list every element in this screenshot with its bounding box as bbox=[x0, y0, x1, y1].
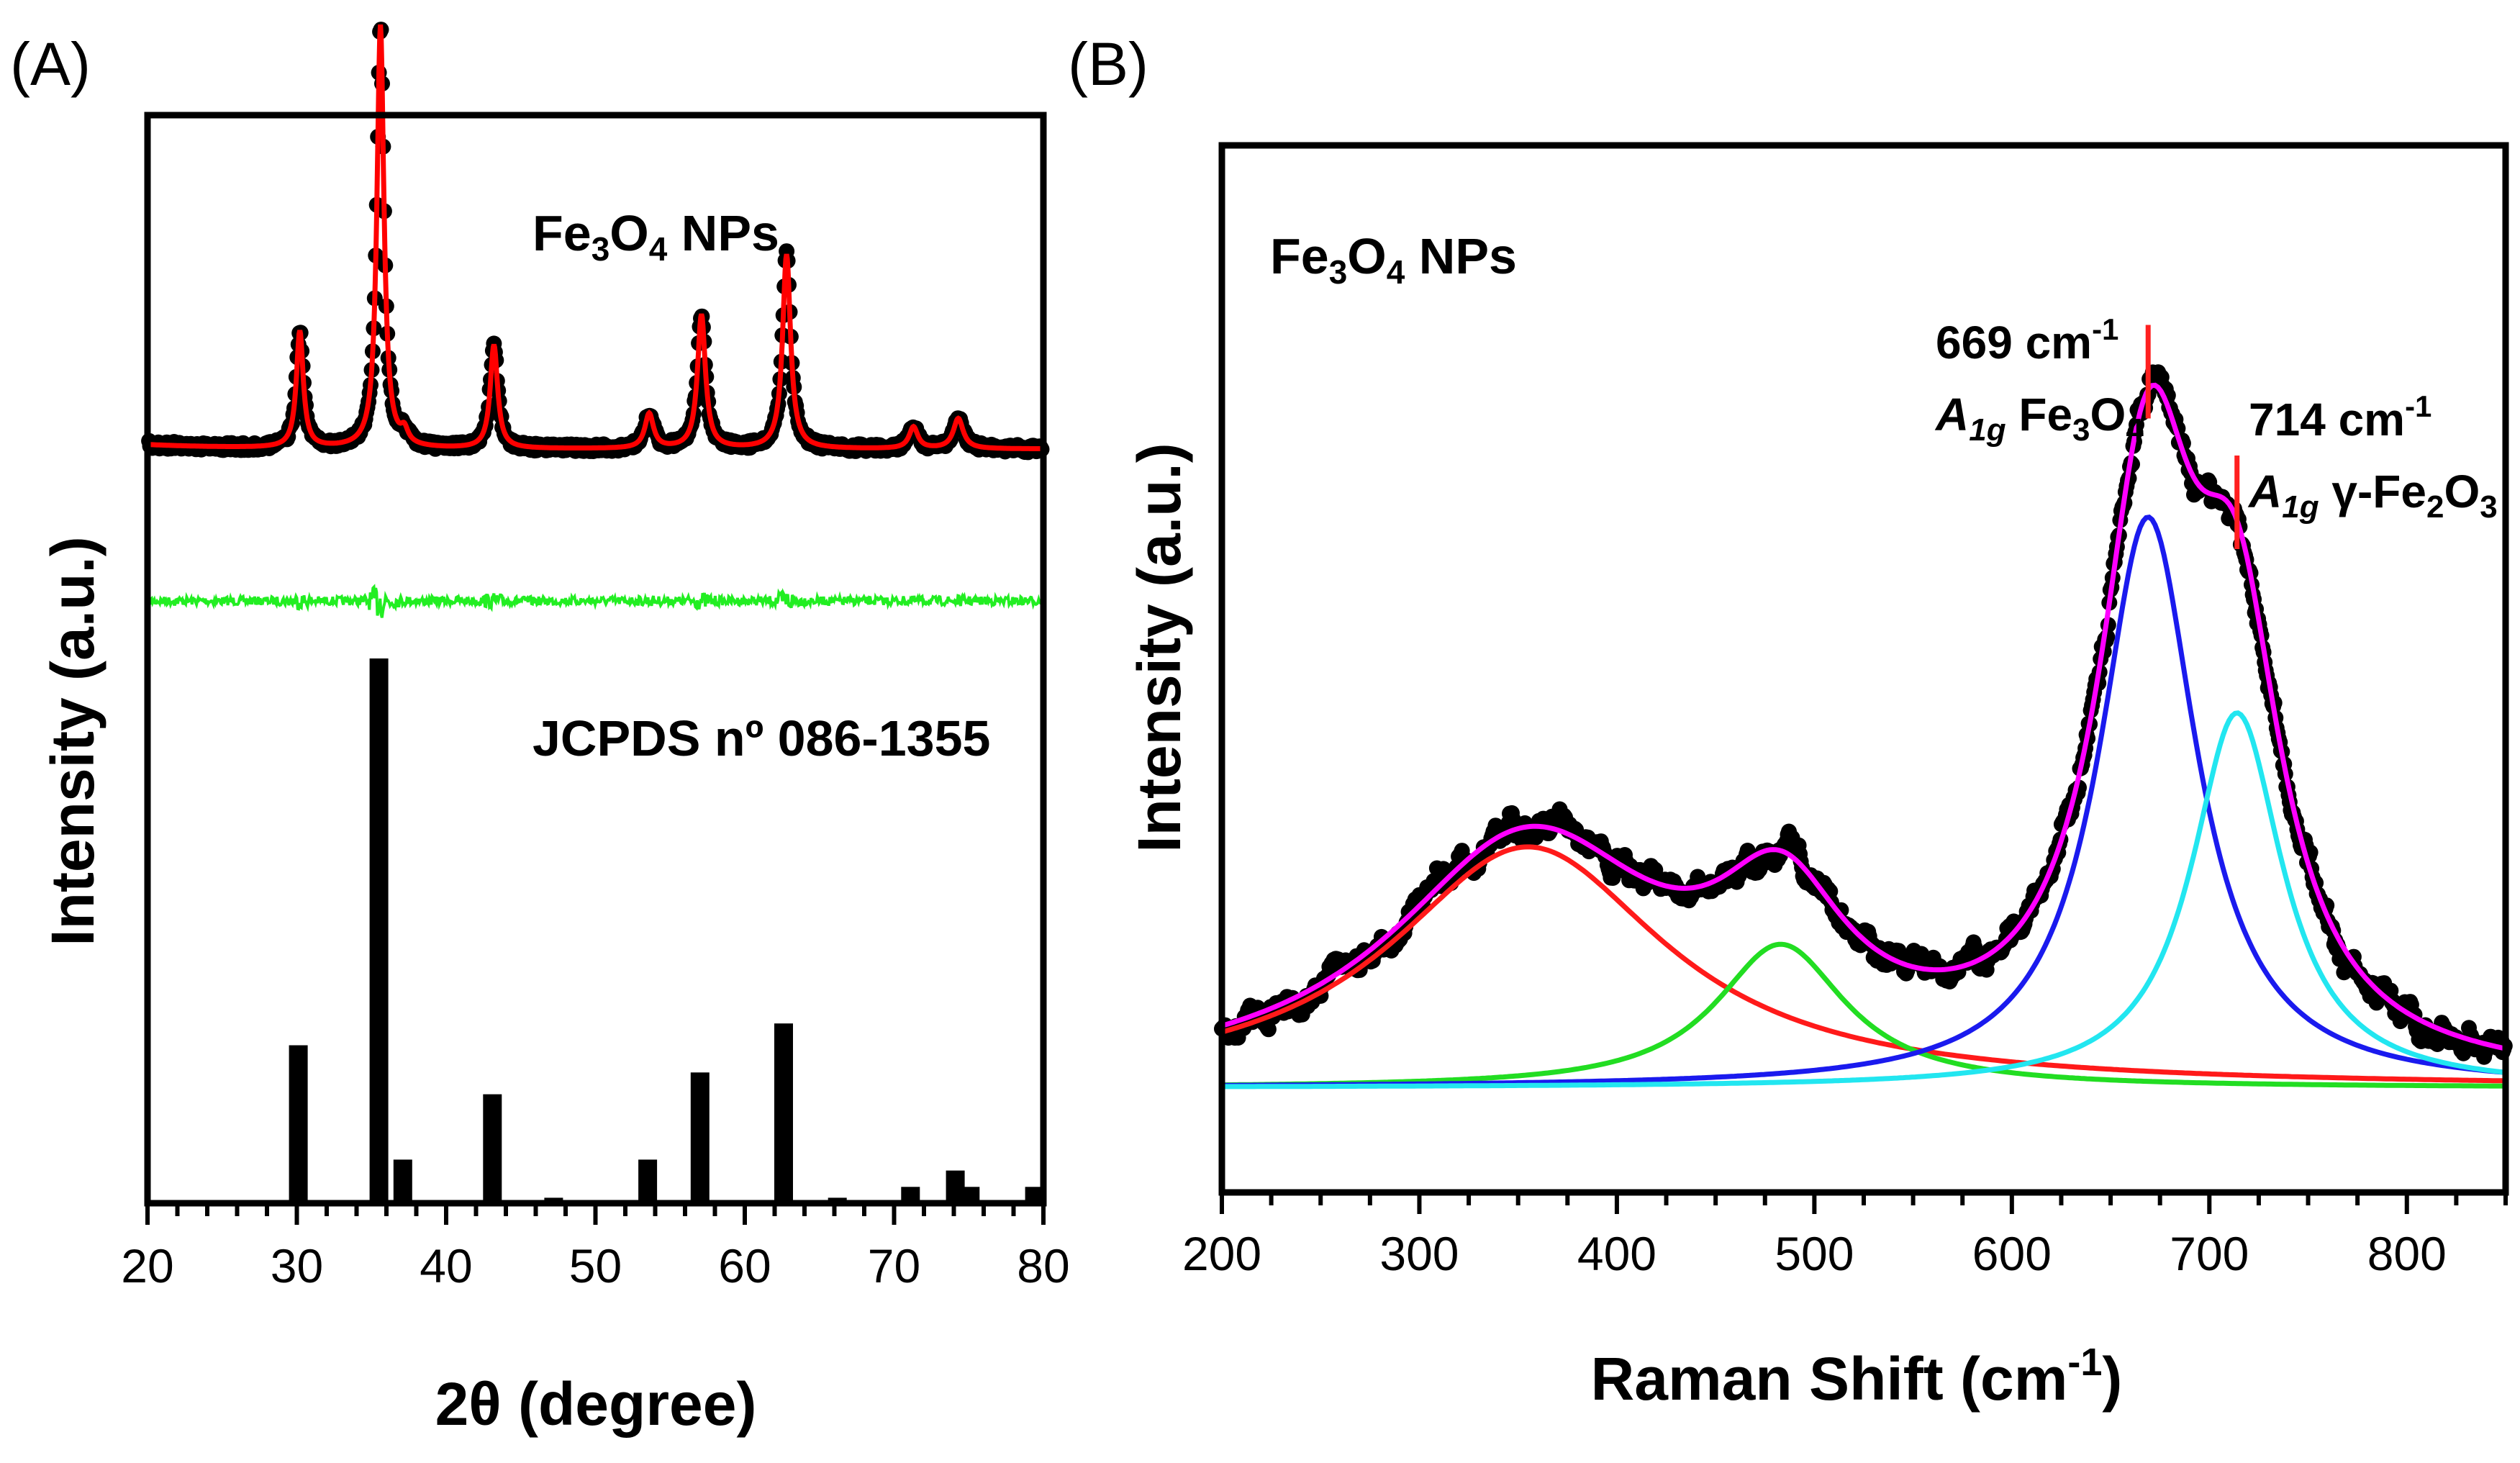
reference-bar bbox=[483, 1094, 502, 1203]
x-tick-label: 80 bbox=[1017, 1239, 1069, 1292]
panel-a-label: (A) bbox=[10, 30, 91, 98]
annotation-714-value: 714 cm-1 bbox=[2249, 389, 2431, 445]
panel-a-plot-area bbox=[141, 22, 1050, 618]
x-tick-label: 300 bbox=[1379, 1227, 1459, 1280]
x-tick-label: 600 bbox=[1972, 1227, 2052, 1280]
x-tick-label: 30 bbox=[271, 1239, 323, 1292]
x-tick-label: 700 bbox=[2170, 1227, 2249, 1280]
annotation-714-mode: A1g γ-Fe2O3 bbox=[2247, 466, 2498, 525]
x-tick-label: 400 bbox=[1577, 1227, 1656, 1280]
experimental-point bbox=[1260, 1021, 1277, 1038]
panel-a: (A) 20 30 40 50 60 70 80 Fe3O4 NPs JCPDS nº 08… bbox=[10, 22, 1070, 1438]
reference-bar bbox=[638, 1159, 658, 1203]
panel-b: (B) 200 300 400 500 600 700 800 Fe3O4 NPs 669 … bbox=[1068, 30, 2513, 1413]
panel-b-sample-label: Fe3O4 NPs bbox=[1270, 228, 1517, 291]
band-669-line bbox=[1221, 514, 2505, 1088]
panel-a-reference-label: JCPDS nº 086-1355 bbox=[532, 710, 990, 766]
panel-b-x-axis-title: Raman Shift (cm-1) bbox=[1591, 1341, 2123, 1413]
reference-bar bbox=[369, 658, 389, 1203]
panel-a-x-axis-title: 2θ (degree) bbox=[435, 1370, 757, 1438]
annotation-669-value: 669 cm-1 bbox=[1936, 312, 2118, 368]
panel-b-plot-area bbox=[1214, 325, 2513, 1090]
panel-b-label: (B) bbox=[1068, 30, 1148, 98]
cumulative-fit-line bbox=[1220, 382, 2506, 1051]
x-tick-label: 500 bbox=[1775, 1227, 1854, 1280]
panel-a-sample-label: Fe3O4 NPs bbox=[532, 205, 779, 268]
reference-bar bbox=[1025, 1187, 1044, 1203]
panel-b-frame bbox=[1218, 142, 2509, 1196]
x-tick-label: 50 bbox=[569, 1239, 622, 1292]
panel-a-frame bbox=[144, 112, 1047, 1207]
fit-line bbox=[148, 24, 1042, 452]
annotation-669-mode: A1g Fe3O4 bbox=[1934, 389, 2144, 448]
panel-a-y-axis-title: Intensity (a.u.) bbox=[39, 536, 106, 946]
x-tick-label: 70 bbox=[868, 1239, 920, 1292]
x-tick-label: 200 bbox=[1182, 1227, 1261, 1280]
difference-trace bbox=[148, 584, 1042, 618]
panel-a-reference-bars bbox=[289, 658, 1044, 1203]
x-tick-label: 40 bbox=[420, 1239, 472, 1292]
reference-bar bbox=[690, 1072, 710, 1203]
panel-b-y-axis-title: Intensity (a.u.) bbox=[1125, 443, 1193, 852]
x-tick-label: 20 bbox=[121, 1239, 173, 1292]
experimental-points bbox=[1214, 364, 2513, 1065]
x-tick-label: 60 bbox=[718, 1239, 771, 1292]
panel-b-x-axis: 200 300 400 500 600 700 800 bbox=[1182, 1192, 2508, 1280]
reference-bar bbox=[289, 1045, 308, 1203]
x-tick-label: 800 bbox=[2367, 1227, 2447, 1280]
band-355-line bbox=[1221, 844, 2505, 1084]
band-714-line bbox=[1221, 710, 2506, 1090]
reference-bar bbox=[961, 1187, 980, 1203]
reference-bar bbox=[901, 1187, 920, 1203]
panel-a-x-axis: 20 30 40 50 60 70 80 bbox=[121, 1203, 1070, 1292]
band-483-line bbox=[1222, 941, 2505, 1089]
reference-bar bbox=[774, 1023, 793, 1203]
reference-bar bbox=[393, 1159, 412, 1203]
